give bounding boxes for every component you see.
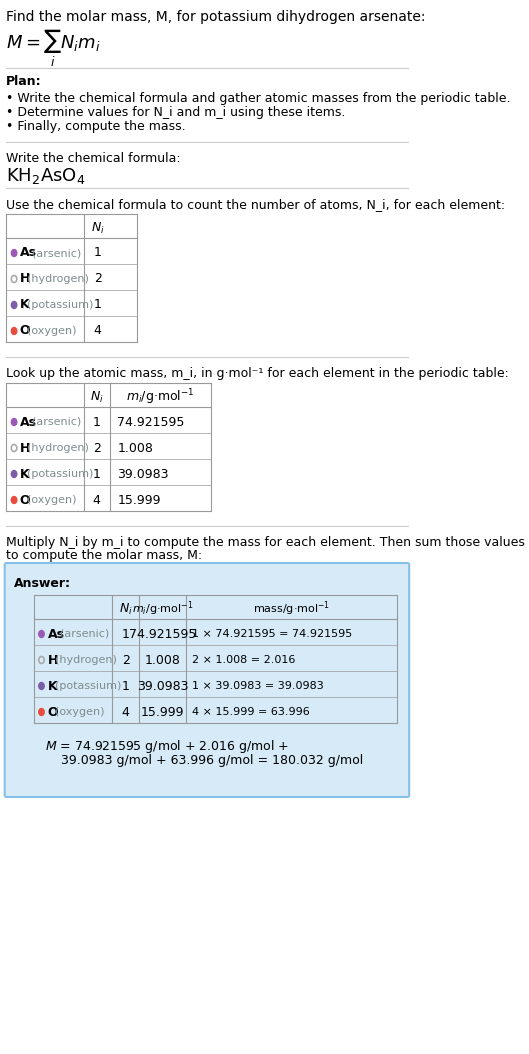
Text: K: K [20, 468, 29, 481]
Text: 1.008: 1.008 [145, 653, 181, 666]
Text: 1: 1 [93, 415, 101, 429]
Circle shape [11, 496, 17, 504]
Text: $m_i$/g·mol$^{-1}$: $m_i$/g·mol$^{-1}$ [132, 600, 194, 619]
Text: 1 × 74.921595 = 74.921595: 1 × 74.921595 = 74.921595 [193, 629, 353, 639]
Text: H: H [48, 653, 58, 666]
Text: • Write the chemical formula and gather atomic masses from the periodic table.: • Write the chemical formula and gather … [6, 92, 511, 105]
Text: Multiply N_i by m_i to compute the mass for each element. Then sum those values: Multiply N_i by m_i to compute the mass … [6, 536, 525, 549]
Text: (oxygen): (oxygen) [26, 326, 76, 336]
Circle shape [11, 301, 17, 309]
Text: $N_i$: $N_i$ [90, 389, 104, 405]
Text: $N_i$: $N_i$ [118, 602, 132, 617]
Circle shape [39, 683, 44, 689]
Text: 1: 1 [94, 247, 102, 259]
Circle shape [39, 708, 44, 716]
Text: 1: 1 [93, 468, 101, 481]
Text: 2: 2 [122, 653, 130, 666]
Text: 39.0983: 39.0983 [137, 680, 188, 692]
Text: 15.999: 15.999 [141, 705, 185, 719]
Text: 4 × 15.999 = 63.996: 4 × 15.999 = 63.996 [193, 707, 310, 717]
Text: Answer:: Answer: [14, 577, 71, 590]
Text: (oxygen): (oxygen) [55, 707, 104, 717]
Text: 4: 4 [122, 705, 130, 719]
Text: $m_i$/g·mol$^{-1}$: $m_i$/g·mol$^{-1}$ [126, 387, 195, 407]
Text: • Determine values for N_i and m_i using these items.: • Determine values for N_i and m_i using… [6, 106, 345, 119]
Text: 39.0983: 39.0983 [117, 468, 169, 481]
Text: O: O [20, 493, 30, 507]
Text: (hydrogen): (hydrogen) [26, 274, 88, 284]
Text: 4: 4 [93, 493, 101, 507]
Text: 1 × 39.0983 = 39.0983: 1 × 39.0983 = 39.0983 [193, 681, 324, 691]
Text: 1.008: 1.008 [117, 442, 153, 454]
Text: As: As [20, 247, 37, 259]
Circle shape [39, 630, 44, 638]
Text: (potassium): (potassium) [26, 300, 93, 310]
Text: $M = \sum_i N_i m_i$: $M = \sum_i N_i m_i$ [6, 28, 101, 70]
FancyBboxPatch shape [5, 563, 409, 797]
Circle shape [11, 470, 17, 477]
Text: $N_i$: $N_i$ [91, 220, 105, 235]
Circle shape [11, 250, 17, 256]
Text: 1: 1 [122, 627, 130, 641]
Text: (oxygen): (oxygen) [26, 495, 76, 505]
Text: 4: 4 [94, 325, 102, 337]
Text: (hydrogen): (hydrogen) [26, 443, 88, 453]
Text: H: H [20, 442, 30, 454]
Text: (potassium): (potassium) [26, 469, 93, 479]
Text: (arsenic): (arsenic) [32, 417, 81, 427]
Text: (hydrogen): (hydrogen) [55, 655, 116, 665]
Text: (arsenic): (arsenic) [32, 248, 81, 258]
Text: K: K [20, 298, 29, 312]
Text: K: K [48, 680, 57, 692]
Text: 1: 1 [122, 680, 130, 692]
Text: As: As [20, 415, 37, 429]
Text: Plan:: Plan: [6, 75, 42, 87]
Text: 2: 2 [93, 442, 101, 454]
Text: to compute the molar mass, M:: to compute the molar mass, M: [6, 549, 203, 562]
Text: 39.0983 g/mol + 63.996 g/mol = 180.032 g/mol: 39.0983 g/mol + 63.996 g/mol = 180.032 g… [61, 754, 363, 767]
Text: $\mathrm{KH_2AsO_4}$: $\mathrm{KH_2AsO_4}$ [6, 165, 86, 186]
Text: Look up the atomic mass, m_i, in g·mol⁻¹ for each element in the periodic table:: Look up the atomic mass, m_i, in g·mol⁻¹… [6, 367, 509, 380]
Text: mass/g·mol$^{-1}$: mass/g·mol$^{-1}$ [253, 600, 331, 619]
Text: • Finally, compute the mass.: • Finally, compute the mass. [6, 120, 186, 133]
Text: O: O [20, 325, 30, 337]
Circle shape [11, 328, 17, 334]
Circle shape [11, 418, 17, 426]
Text: (arsenic): (arsenic) [60, 629, 110, 639]
Text: 15.999: 15.999 [117, 493, 161, 507]
Text: 74.921595: 74.921595 [117, 415, 185, 429]
Text: 1: 1 [94, 298, 102, 312]
Text: 2 × 1.008 = 2.016: 2 × 1.008 = 2.016 [193, 655, 296, 665]
Text: (potassium): (potassium) [55, 681, 121, 691]
Text: H: H [20, 273, 30, 286]
Text: Use the chemical formula to count the number of atoms, N_i, for each element:: Use the chemical formula to count the nu… [6, 198, 505, 211]
Text: Write the chemical formula:: Write the chemical formula: [6, 152, 181, 165]
Text: $M$ = 74.921595 g/mol + 2.016 g/mol +: $M$ = 74.921595 g/mol + 2.016 g/mol + [45, 738, 289, 755]
Text: O: O [48, 705, 58, 719]
Text: 74.921595: 74.921595 [129, 627, 196, 641]
Text: Find the molar mass, M, for potassium dihydrogen arsenate:: Find the molar mass, M, for potassium di… [6, 9, 426, 24]
Text: 2: 2 [94, 273, 102, 286]
Text: As: As [48, 627, 65, 641]
